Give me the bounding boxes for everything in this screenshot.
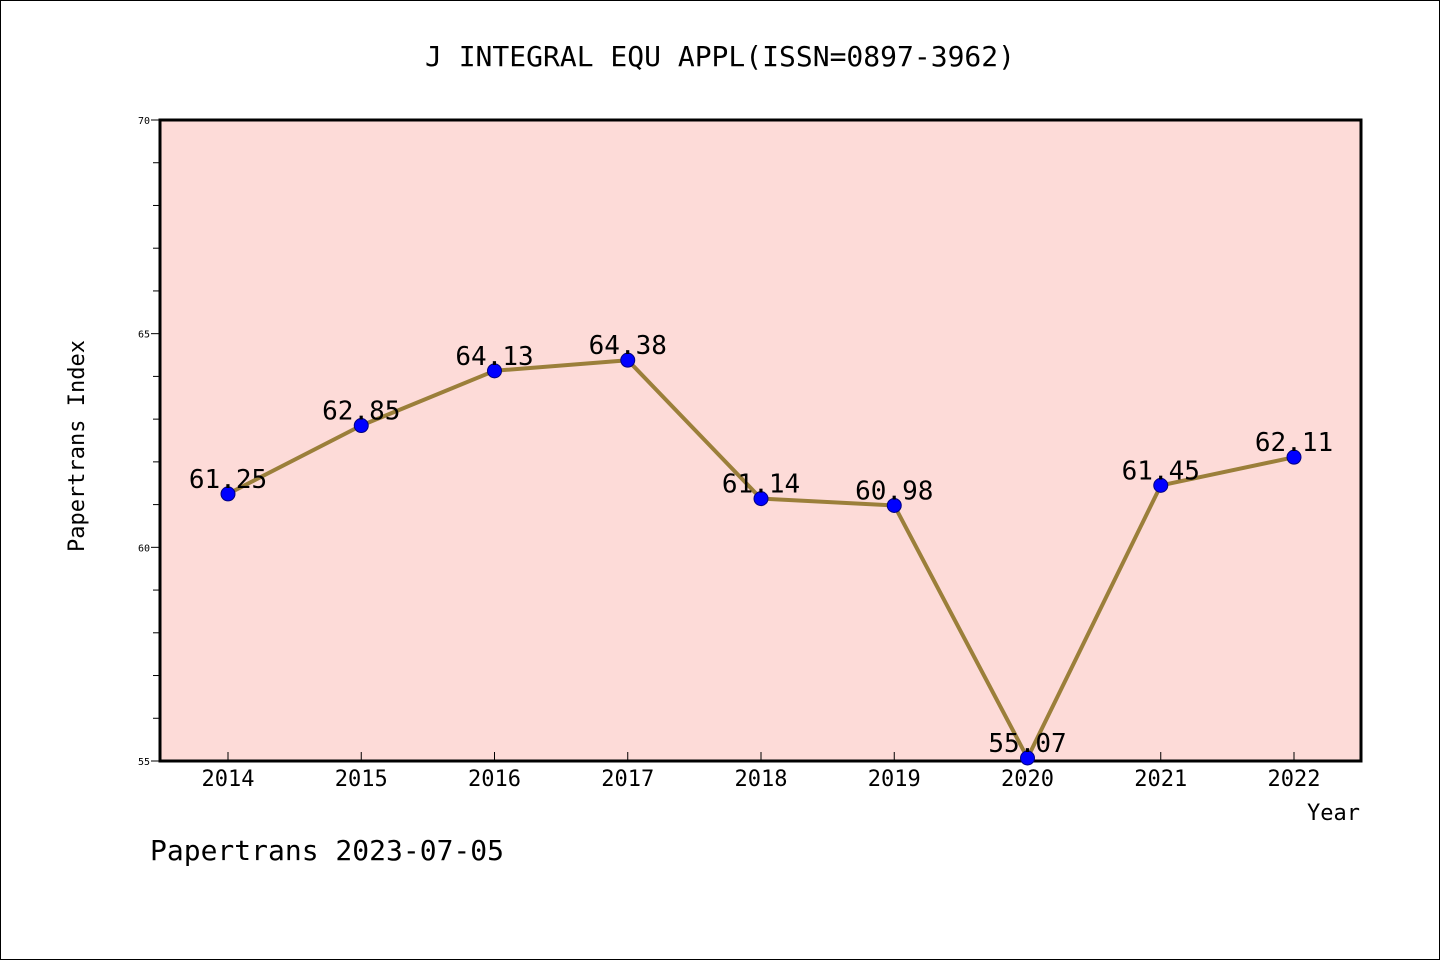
plot-area [158,118,1363,763]
x-tick-label: 2019 [868,767,921,792]
x-tick-label: 2014 [202,767,255,792]
y-tick-label: 55 [138,757,150,768]
data-point [1153,477,1169,493]
y-tick-label: 60 [138,543,150,554]
data-point [886,497,902,513]
x-tick-label: 2021 [1134,767,1187,792]
data-label: 55.07 [988,729,1066,759]
x-tick-label: 2015 [335,767,388,792]
data-label: 61.14 [722,470,800,500]
data-point [487,363,502,379]
data-label: 64.13 [455,342,533,372]
data-label: 60.98 [855,476,933,506]
data-label: 64.38 [589,331,667,361]
data-point [1020,750,1035,766]
data-point [620,352,636,368]
data-point [353,418,369,434]
series-layer: 61.25 62.85 64.13 64.38 61.14 60.98 55.07 61.45… [189,331,1333,766]
footer-note: Papertrans 2023-07-05 [150,834,505,867]
data-label: 61.25 [189,465,267,495]
data-label: 61.45 [1122,456,1200,486]
x-tick-label: 2020 [1001,767,1054,792]
chart-title: J INTEGRAL EQU APPL(ISSN=0897-3962) [425,40,1015,73]
x-axis: 2014 2015 2016 2017 2018 2019 2020 2021 2022 [202,752,1321,792]
data-point [220,486,236,502]
data-point [753,491,769,507]
data-label: 62.85 [322,397,400,427]
y-tick-label: 70 [138,116,150,127]
x-tick-label: 2017 [601,767,654,792]
y-tick-label: 65 [138,330,150,341]
data-point [1286,449,1302,465]
x-tick-label: 2016 [468,767,521,792]
x-axis-label: Year [1307,801,1360,826]
x-tick-label: 2022 [1268,767,1321,792]
y-axis-label: Papertrans Index [65,340,90,552]
x-tick-label: 2018 [735,767,788,792]
data-label: 62.11 [1255,428,1333,458]
y-axis: 55 60 65 70 [138,116,159,768]
